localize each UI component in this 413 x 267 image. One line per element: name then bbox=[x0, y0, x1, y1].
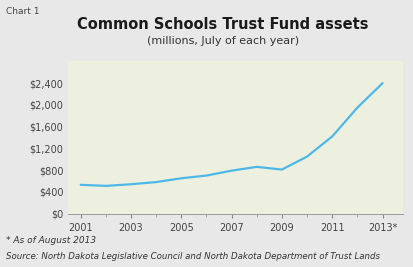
Text: Chart 1: Chart 1 bbox=[6, 7, 40, 16]
Text: * As of August 2013: * As of August 2013 bbox=[6, 236, 96, 245]
Text: Common Schools Trust Fund assets: Common Schools Trust Fund assets bbox=[77, 17, 369, 32]
Text: (millions, July of each year): (millions, July of each year) bbox=[147, 36, 299, 46]
Text: Source: North Dakota Legislative Council and North Dakota Department of Trust La: Source: North Dakota Legislative Council… bbox=[6, 252, 380, 261]
